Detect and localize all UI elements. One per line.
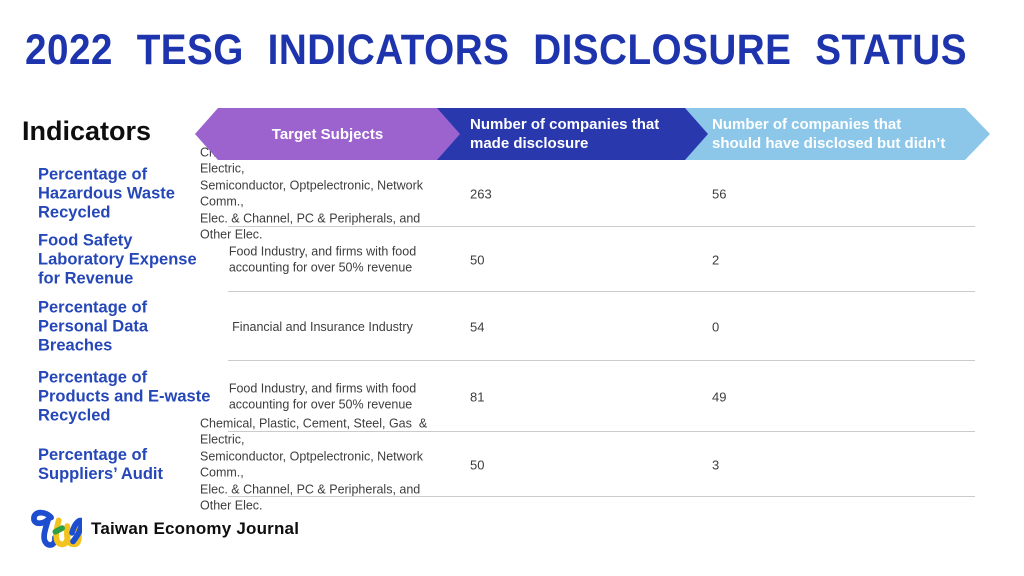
table-row: Percentage of Suppliers’ Audit Chemical,…	[0, 416, 1024, 513]
page-title: 2022 TESG INDICATORS DISCLOSURE STATUS	[25, 26, 967, 74]
header-label-disclosed: Number of companies that made disclosure	[470, 116, 660, 152]
indicator-name: Percentage of Personal Data Breaches	[38, 298, 149, 354]
header-label-target-subjects: Target Subjects	[271, 125, 384, 143]
header-label-not-disclosed: Number of companies that should have dis…	[712, 116, 946, 152]
row-divider	[228, 291, 975, 292]
indicators-column-heading: Indicators	[22, 116, 152, 146]
table-row: Food Safety Laboratory Expense for Reven…	[0, 227, 1024, 292]
not-disclosed-count: 49	[712, 389, 727, 404]
row-divider	[228, 226, 975, 227]
target-subjects-text: Food Industry, and firms with food accou…	[228, 381, 417, 412]
header-banner-disclosed: Number of companies that made disclosure	[437, 108, 708, 160]
indicator-name: Food Safety Laboratory Expense for Reven…	[38, 231, 197, 287]
table-row: Percentage of Personal Data Breaches Fin…	[0, 292, 1024, 361]
header-banner-target-subjects: Target Subjects	[195, 108, 460, 160]
brand-name: Taiwan Economy Journal	[91, 519, 300, 538]
not-disclosed-count: 0	[712, 319, 720, 334]
table-body: Percentage of Hazardous Waste Recycled C…	[0, 145, 1024, 513]
not-disclosed-count: 56	[712, 186, 727, 201]
target-subjects-cell: Financial and Insurance Industry	[200, 318, 445, 335]
target-subjects-cell: Chemical, Plastic, Cement, Steel, Gas & …	[200, 415, 445, 514]
disclosed-count: 81	[470, 389, 485, 404]
disclosed-count: 263	[470, 186, 492, 201]
table-row: Percentage of Hazardous Waste Recycled C…	[0, 145, 1024, 242]
indicator-name: Percentage of Products and E-waste Recyc…	[38, 368, 211, 424]
target-subjects-text: Chemical, Plastic, Cement, Steel, Gas & …	[200, 416, 428, 513]
row-divider	[228, 360, 975, 361]
indicator-name: Percentage of Hazardous Waste Recycled	[38, 165, 175, 221]
disclosed-count: 54	[470, 319, 485, 334]
table-row: Percentage of Products and E-waste Recyc…	[0, 361, 1024, 432]
indicator-name: Percentage of Suppliers’ Audit	[38, 445, 163, 483]
row-divider	[228, 496, 975, 497]
disclosed-count: 50	[470, 457, 485, 472]
tej-logo-icon	[31, 509, 82, 548]
target-subjects-cell: Food Industry, and firms with food accou…	[200, 380, 445, 413]
row-divider	[228, 431, 975, 432]
target-subjects-text: Financial and Insurance Industry	[232, 319, 413, 334]
target-subjects-cell: Food Industry, and firms with food accou…	[200, 243, 445, 276]
not-disclosed-count: 2	[712, 252, 720, 267]
header-banner-not-disclosed: Number of companies that should have dis…	[685, 108, 990, 160]
target-subjects-text: Food Industry, and firms with food accou…	[228, 244, 417, 275]
not-disclosed-count: 3	[712, 457, 720, 472]
disclosed-count: 50	[470, 252, 485, 267]
footer: Taiwan Economy Journal	[24, 508, 299, 550]
